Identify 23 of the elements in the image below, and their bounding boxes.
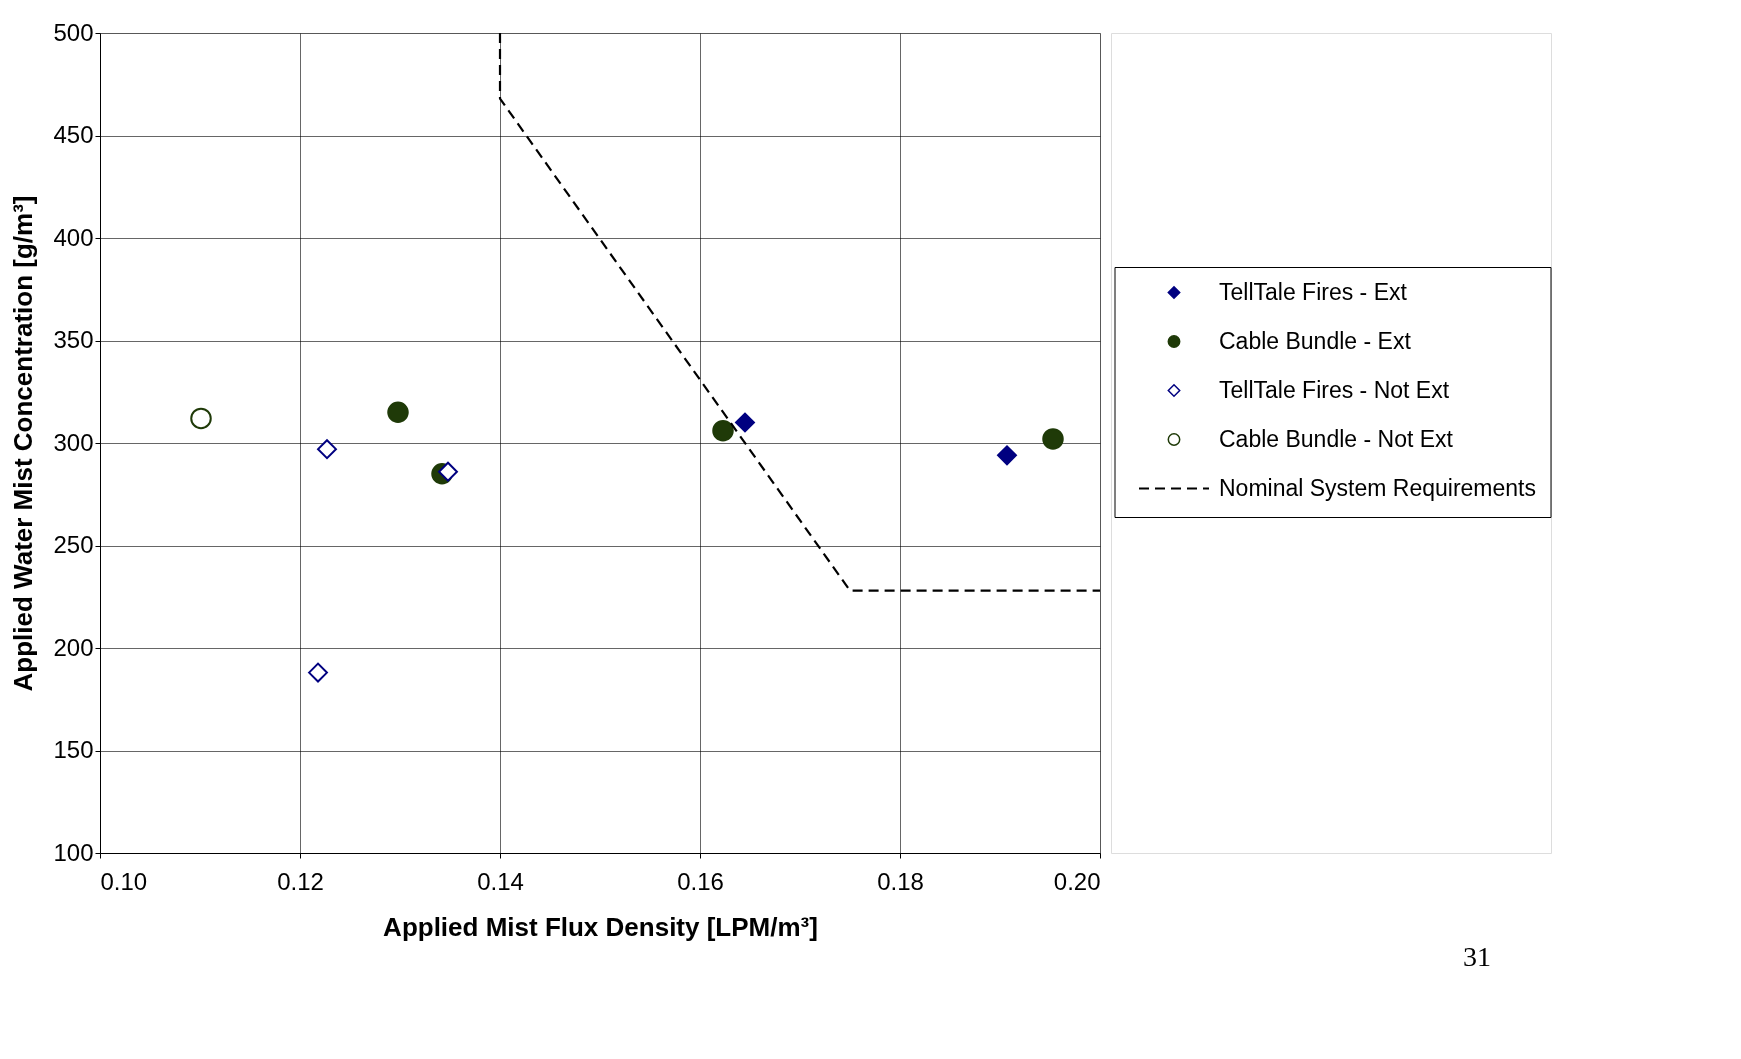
legend-label: Nominal System Requirements — [1219, 474, 1537, 501]
y-tick-label: 300 — [53, 428, 94, 456]
x-tick-label: 0.18 — [877, 867, 924, 895]
y-tick-label: 250 — [53, 531, 94, 558]
legend-label: TellTale Fires - Ext — [1219, 278, 1408, 305]
x-tick-label: 0.12 — [277, 867, 324, 895]
text: 31 — [1463, 941, 1491, 972]
legend-label: Cable Bundle - Ext — [1219, 327, 1412, 354]
y-tick-label: 200 — [53, 633, 94, 661]
y-tick-label: 150 — [53, 736, 94, 763]
y-tick-label: 500 — [53, 18, 94, 46]
x-tick-label: 0.14 — [477, 867, 524, 895]
x-tick-label: 0.10 — [100, 867, 148, 895]
x-tick-label: 0.16 — [677, 867, 724, 895]
legend-label: TellTale Fires - Not Ext — [1219, 376, 1450, 403]
x-axis-title: Applied Mist Flux Density [LPM/m³] — [383, 911, 818, 942]
x-tick-label: 0.20 — [1053, 867, 1101, 895]
y-tick-label: 350 — [53, 326, 94, 353]
legend-label: Cable Bundle - Not Ext — [1219, 425, 1454, 452]
y-tick-label: 450 — [53, 121, 94, 148]
y-tick-label: 100 — [53, 838, 94, 866]
y-axis-title: Applied Water Mist Concentration [g/m³] — [8, 195, 39, 692]
y-tick-label: 400 — [53, 223, 94, 251]
